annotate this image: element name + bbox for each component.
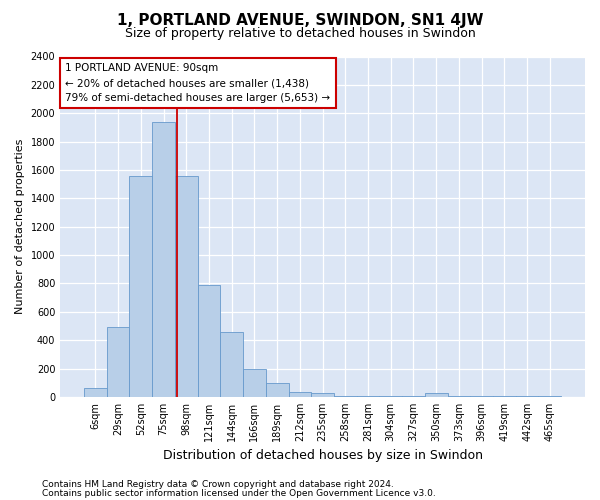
- Bar: [243, 368, 266, 397]
- Bar: [220, 332, 243, 397]
- Bar: [175, 176, 197, 397]
- Bar: [152, 122, 175, 397]
- Bar: [356, 396, 379, 397]
- Bar: [107, 328, 130, 397]
- Bar: [425, 394, 448, 397]
- Text: Size of property relative to detached houses in Swindon: Size of property relative to detached ho…: [125, 28, 475, 40]
- Bar: [334, 396, 356, 397]
- Text: Contains public sector information licensed under the Open Government Licence v3: Contains public sector information licen…: [42, 488, 436, 498]
- Bar: [379, 396, 402, 397]
- Bar: [493, 396, 516, 397]
- Bar: [130, 176, 152, 397]
- Text: 1 PORTLAND AVENUE: 90sqm
← 20% of detached houses are smaller (1,438)
79% of sem: 1 PORTLAND AVENUE: 90sqm ← 20% of detach…: [65, 64, 331, 103]
- Bar: [197, 285, 220, 397]
- Y-axis label: Number of detached properties: Number of detached properties: [15, 139, 25, 314]
- X-axis label: Distribution of detached houses by size in Swindon: Distribution of detached houses by size …: [163, 450, 482, 462]
- Bar: [516, 396, 538, 397]
- Bar: [470, 396, 493, 397]
- Text: Contains HM Land Registry data © Crown copyright and database right 2024.: Contains HM Land Registry data © Crown c…: [42, 480, 394, 489]
- Bar: [311, 392, 334, 397]
- Bar: [402, 396, 425, 397]
- Bar: [538, 396, 561, 397]
- Bar: [448, 396, 470, 397]
- Text: 1, PORTLAND AVENUE, SWINDON, SN1 4JW: 1, PORTLAND AVENUE, SWINDON, SN1 4JW: [117, 12, 483, 28]
- Bar: [289, 392, 311, 397]
- Bar: [84, 388, 107, 397]
- Bar: [266, 384, 289, 397]
